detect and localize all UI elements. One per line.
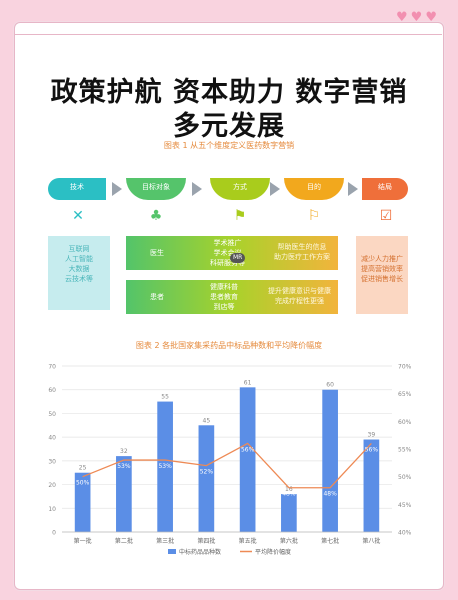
diagram-caption: 图表 1 从五个维度定义医药数字营销	[163, 141, 295, 150]
outcome-box: 减少人力推广 提高营销效率 促进销售增长	[356, 236, 408, 314]
megaphone-icon: ⚑	[233, 208, 247, 224]
tools-icon: ✕	[72, 208, 84, 224]
hearts-decoration: ♥♥♥	[396, 10, 440, 25]
arrow-icon	[270, 182, 280, 196]
card-top-bar	[14, 22, 442, 35]
mr-tag: MR	[230, 253, 246, 263]
target-doctor: 医生	[150, 249, 164, 257]
goal-patient: 提升健康意识与健康 完成疗程性更强	[268, 287, 331, 305]
checkbox-icon: ☑	[379, 208, 393, 224]
tech-box: 互联网 人工智能 大数据 云技术等	[48, 236, 110, 310]
title-line-2: 多元发展	[173, 111, 285, 142]
trophy-icon: ⚐	[307, 208, 321, 224]
arrow-icon	[192, 182, 202, 196]
step-outcome: 结局	[362, 178, 408, 200]
step-method: 方式	[210, 178, 270, 200]
target-patient: 患者	[150, 293, 164, 301]
doctor-row: 医生 学术推广 学术会议 科研服务等 MR 帮助医生的信息 助力医疗工作方案	[126, 236, 338, 270]
step-tech: 技术	[48, 178, 106, 200]
step-goal: 目的	[284, 178, 344, 200]
method-doctor: 学术推广 学术会议 科研服务等	[210, 239, 245, 267]
chart-caption: 图表 2 各批国家集采药品中标品种数和平均降价幅度	[135, 341, 323, 350]
patient-row: 患者 健康科普 患者教育 到店等 提升健康意识与健康 完成疗程性更强	[126, 280, 338, 314]
goal-doctor: 帮助医生的信息 助力医疗工作方案	[274, 243, 330, 261]
arrow-icon	[112, 182, 122, 196]
people-icon: ♣	[149, 208, 163, 224]
step-target: 目标对象	[126, 178, 186, 200]
arrow-icon	[348, 182, 358, 196]
title-line-1: 政策护航 资本助力 数字营销	[50, 77, 408, 108]
method-patient: 健康科普 患者教育 到店等	[210, 283, 238, 311]
